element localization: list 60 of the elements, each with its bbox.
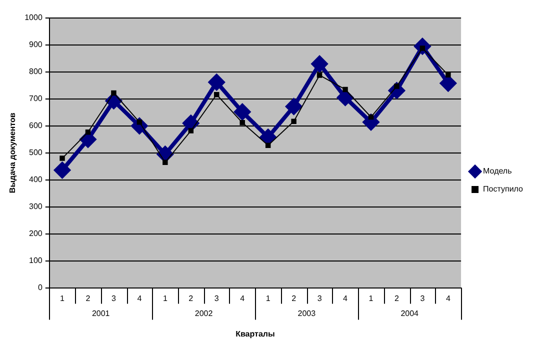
x-tick-label: 3: [111, 294, 116, 303]
point: [162, 160, 168, 165]
y-tick-label: 1000: [24, 13, 43, 22]
point: [265, 142, 271, 148]
text: 2003: [298, 308, 316, 318]
y-tick-label: 300: [29, 202, 43, 212]
point: [54, 162, 70, 178]
y-tick-label: 600: [29, 121, 43, 130]
x-tick-label: 1: [368, 294, 374, 303]
point: [316, 72, 322, 78]
x-tick-label: 1: [162, 294, 168, 303]
point: [446, 72, 451, 78]
x-tick-label: 1: [266, 294, 271, 303]
point: [234, 104, 250, 120]
point: [136, 120, 142, 125]
point: [312, 56, 328, 72]
point: [342, 86, 348, 92]
point: [188, 128, 194, 134]
point: [260, 129, 276, 146]
point: [80, 131, 96, 148]
y-tick-label: 200: [29, 229, 43, 238]
point: [240, 120, 245, 126]
point: [60, 156, 65, 161]
legend-label: Модель: [483, 166, 512, 176]
point: [208, 74, 225, 90]
point: [85, 130, 91, 135]
point: [214, 92, 220, 98]
y-tick-label: 800: [29, 67, 43, 76]
y-axis-title: Выдача документов: [8, 112, 18, 194]
x-tick-label: 3: [317, 294, 322, 303]
x-tick-label: 2: [188, 294, 194, 303]
x-tick-label: 4: [446, 294, 451, 303]
y-tick-label: 500: [29, 148, 43, 158]
x-tick-label: 2: [292, 294, 297, 303]
y-tick-label: 400: [29, 175, 43, 184]
y-tick-label: 0: [38, 283, 43, 292]
point: [286, 98, 302, 114]
x-tick-label: 2: [394, 294, 400, 303]
y-tick-label: 100: [29, 256, 43, 266]
x-tick-label: 3: [420, 294, 426, 303]
x-tick-label: 2: [86, 294, 91, 303]
x-tick-label: 3: [214, 294, 220, 303]
point: [182, 115, 199, 132]
x-axis-title: Кварталы: [236, 329, 275, 338]
y-tick-label: 900: [29, 40, 43, 50]
text: 2001: [92, 308, 110, 318]
x-tick-label: 4: [343, 294, 348, 303]
text: 2002: [194, 308, 214, 318]
point: [440, 75, 456, 92]
x-tick-label: 1: [60, 294, 66, 303]
point: [291, 118, 296, 124]
text: 2004: [400, 308, 420, 318]
point: [394, 84, 400, 89]
x-tick-label: 4: [240, 294, 246, 303]
x-tick-label: 4: [137, 294, 142, 303]
point: [337, 90, 354, 106]
point: [111, 90, 116, 96]
point: [368, 114, 374, 120]
y-tick-label: 700: [29, 94, 43, 104]
legend-label: Поступило: [483, 184, 524, 194]
